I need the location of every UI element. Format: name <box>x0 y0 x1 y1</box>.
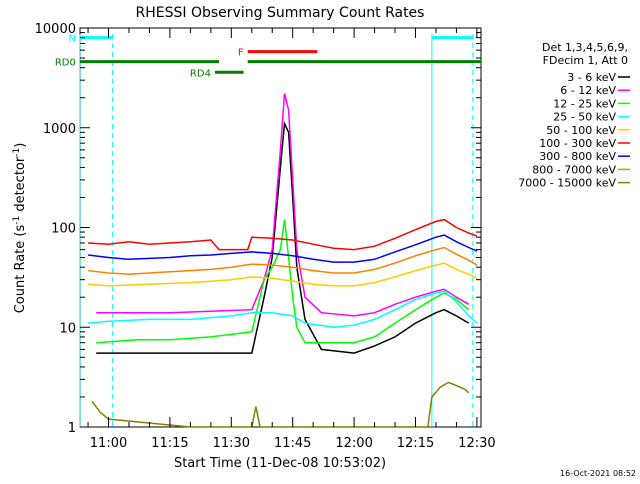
annotation-label: N <box>68 34 75 45</box>
y-axis: 1 10 100 1000 10000 <box>35 22 481 436</box>
legend-label: 6 - 12 keV <box>560 84 616 97</box>
legend-label: 25 - 50 keV <box>553 111 616 124</box>
legend-label: 800 - 7000 keV <box>532 163 616 176</box>
series-line <box>88 218 478 251</box>
legend-header-1: Det 1,3,4,5,6,9, <box>542 41 628 54</box>
series-line <box>96 120 470 354</box>
legend-label: 100 - 300 keV <box>539 137 616 150</box>
legend-label: 7000 - 15000 keV <box>518 177 616 190</box>
y-axis-label: Count Rate (s-1 detector-1) <box>12 143 28 314</box>
y-tick-label: 1000 <box>43 122 76 137</box>
legend-label: 12 - 25 keV <box>553 97 616 110</box>
y-axis-label-sup: -1 <box>12 216 22 225</box>
annotation-layer: N F RD0 RD4 <box>55 34 481 79</box>
y-tick-label: 100 <box>51 222 76 237</box>
series-line <box>96 93 470 317</box>
x-tick-label: 12:00 <box>335 436 372 451</box>
legend-label: 3 - 6 keV <box>567 71 616 84</box>
legend-header-2: FDecim 1, Att 0 <box>543 54 628 67</box>
x-tick-label: 11:00 <box>90 436 127 451</box>
y-axis-label-tail: detector <box>13 156 28 216</box>
series-line <box>88 234 478 263</box>
annotation-label: RD4 <box>190 68 211 79</box>
y-axis-label-sup2: -1 <box>12 148 22 157</box>
y-axis-label-main: Count Rate (s <box>13 225 28 314</box>
x-axis-label: Start Time (11-Dec-08 10:53:02) <box>174 456 386 471</box>
footer-timestamp: 16-Oct-2021 08:52 <box>560 469 636 478</box>
series-line <box>88 290 478 329</box>
y-axis-label-end: ) <box>13 143 28 148</box>
x-axis: 11:00 11:15 11:30 11:45 12:00 12:15 12:30 <box>87 28 496 451</box>
x-tick-label: 12:15 <box>397 436 434 451</box>
y-tick-label: 10 <box>59 321 76 336</box>
series-line <box>88 262 478 287</box>
x-tick-label: 11:30 <box>213 436 250 451</box>
chart-title: RHESSI Observing Summary Count Rates <box>136 5 425 21</box>
x-tick-label: 11:15 <box>151 436 188 451</box>
legend: Det 1,3,4,5,6,9, FDecim 1, Att 0 3 - 6 k… <box>518 41 630 190</box>
series-line <box>96 219 470 344</box>
series-line <box>88 246 478 275</box>
series-line <box>91 381 470 428</box>
series-layer <box>88 93 478 428</box>
x-tick-label: 11:45 <box>274 436 311 451</box>
annotation-label: F <box>238 48 244 59</box>
legend-label: 300 - 800 keV <box>539 150 616 163</box>
y-tick-label: 10000 <box>35 22 76 37</box>
annotation-label: RD0 <box>55 58 76 69</box>
x-tick-label: 12:30 <box>458 436 495 451</box>
legend-label: 50 - 100 keV <box>546 124 616 137</box>
y-tick-label: 1 <box>68 421 76 436</box>
time-markers <box>79 34 474 427</box>
